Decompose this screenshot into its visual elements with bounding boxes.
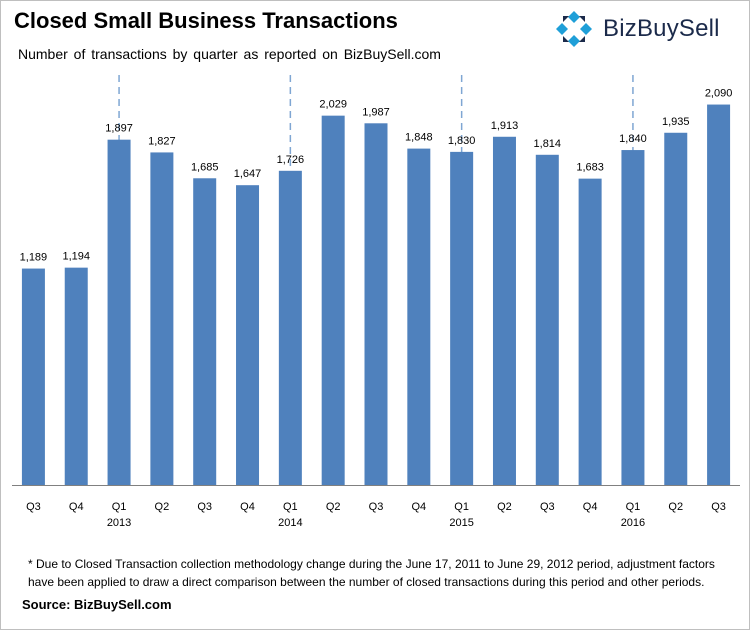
x-tick-label: Q3 (369, 501, 384, 513)
x-tick-label: Q4 (583, 501, 598, 513)
data-label: 1,726 (277, 154, 305, 166)
logo-text: BizBuySell (603, 15, 720, 42)
bar (193, 178, 217, 485)
data-label: 1,194 (62, 251, 90, 263)
data-label: 1,814 (534, 138, 562, 150)
x-tick-label: Q4 (411, 501, 426, 513)
data-label: 1,987 (362, 106, 390, 118)
bar (236, 185, 260, 485)
x-tick-label: Q1 (454, 501, 469, 513)
data-label: 2,090 (705, 88, 733, 100)
chart-title: Closed Small Business Transactions (14, 8, 398, 33)
x-tick-label: Q3 (197, 501, 212, 513)
x-tick-label: Q2 (326, 501, 341, 513)
x-tick-label: Q3 (26, 501, 41, 513)
data-label: 1,189 (20, 252, 48, 264)
year-label: 2015 (449, 517, 473, 529)
bar (278, 170, 302, 486)
bar (492, 136, 516, 485)
footnote: * Due to Closed Transaction collection m… (28, 557, 715, 589)
bar (450, 151, 474, 485)
x-tick-label: Q1 (283, 501, 298, 513)
data-label: 1,647 (234, 168, 262, 180)
year-label: 2016 (621, 517, 645, 529)
x-tick-label: Q3 (711, 501, 726, 513)
bar (364, 123, 388, 485)
bar (21, 268, 45, 485)
data-label: 1,913 (491, 120, 519, 132)
year-label: 2013 (107, 517, 131, 529)
bar (578, 178, 602, 485)
bar (664, 132, 688, 485)
bizbuysell-logo: BizBuySell (555, 10, 720, 48)
bar (407, 148, 431, 485)
data-label: 1,830 (448, 135, 476, 147)
data-label: 1,840 (619, 133, 647, 145)
bar (707, 104, 731, 485)
x-tick-label: Q2 (668, 501, 683, 513)
x-tick-label: Q2 (155, 501, 170, 513)
bar (107, 139, 131, 485)
year-label: 2014 (278, 517, 302, 529)
source-note: Source: BizBuySell.com (22, 597, 172, 612)
bar (150, 152, 174, 486)
x-tick-label: Q4 (69, 501, 84, 513)
chart-subtitle: Number of transactions by quarter as rep… (18, 46, 441, 62)
data-label: 1,683 (576, 162, 604, 174)
data-label: 1,848 (405, 132, 433, 144)
x-tick-label: Q2 (497, 501, 512, 513)
bar (621, 150, 645, 486)
x-tick-label: Q1 (112, 501, 127, 513)
data-label: 1,897 (105, 123, 133, 135)
bizbuysell-logo-icon (556, 11, 592, 47)
data-label: 1,935 (662, 116, 690, 128)
bar (321, 115, 345, 485)
x-tick-label: Q1 (626, 501, 641, 513)
x-tick-label: Q3 (540, 501, 555, 513)
bar (535, 154, 559, 485)
bar (64, 267, 88, 485)
data-label: 1,685 (191, 161, 219, 173)
data-label: 1,827 (148, 135, 176, 147)
data-label: 2,029 (319, 99, 347, 111)
x-tick-label: Q4 (240, 501, 255, 513)
